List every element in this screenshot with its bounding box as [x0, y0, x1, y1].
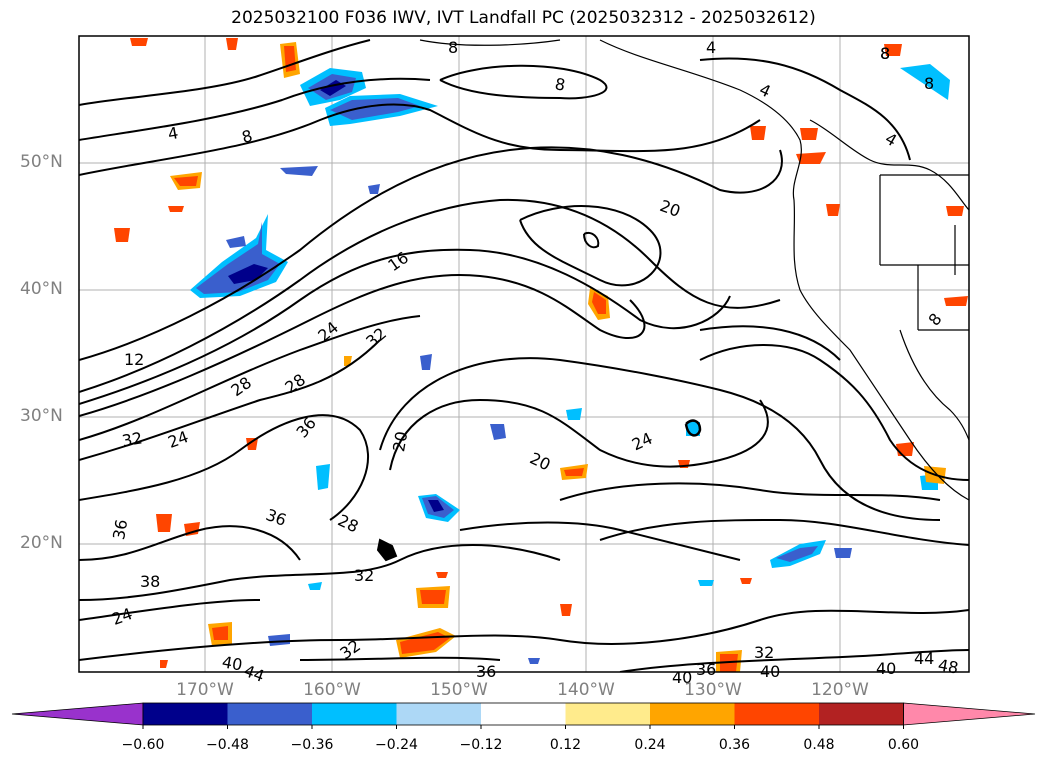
contour-label: 40 [876, 659, 897, 678]
colorbar-extend-high [903, 702, 1036, 726]
contour-label: 36 [476, 662, 497, 681]
colorbar-segment [396, 703, 481, 725]
contour-label: 36 [109, 517, 132, 542]
lon-label-170w: 170°W [176, 680, 234, 700]
colorbar-tick-label: −0.60 [121, 737, 165, 753]
lon-label-140w: 140°W [557, 680, 615, 700]
colorbar-segment [143, 703, 228, 725]
contour-label: 36 [696, 660, 717, 679]
lon-label-160w: 160°W [303, 680, 361, 700]
colorbar-tick-label: −0.36 [290, 737, 334, 753]
contour-label: 12 [124, 350, 145, 369]
lat-label-20n: 20°N [20, 533, 63, 553]
colorbar-tick-label: −0.12 [459, 737, 503, 753]
lon-label-130w: 130°W [684, 680, 742, 700]
colorbar-tick-label: 0.12 [549, 737, 582, 753]
colorbar-segment [819, 703, 904, 725]
colorbar-segment [650, 703, 735, 725]
figure-title: 2025032100 F036 IWV, IVT Landfall PC (20… [231, 8, 816, 28]
contour-label: 8 [880, 44, 891, 63]
contour-label: 40 [672, 668, 693, 687]
colorbar-segment [227, 703, 312, 725]
colorbar [11, 702, 1036, 729]
lon-label-120w: 120°W [811, 680, 869, 700]
colorbar-tick-label: −0.24 [375, 737, 418, 753]
contour-label: 38 [140, 572, 161, 591]
contour-label: 32 [354, 566, 375, 585]
lat-label-50n: 50°N [20, 152, 63, 172]
contour-label: 8 [448, 38, 459, 57]
colorbar-tick-label: 0.60 [887, 737, 920, 753]
colorbar-extend-low [11, 702, 144, 726]
contour-label: 8 [880, 44, 891, 63]
contour-label: 20 [389, 429, 412, 454]
negative-pc-patches [190, 64, 950, 664]
lat-label-40n: 40°N [20, 279, 63, 299]
colorbar-segment [312, 703, 397, 725]
coastline [419, 39, 969, 501]
colorbar-tick-label: 0.24 [634, 737, 666, 753]
lat-label-30n: 30°N [20, 406, 63, 426]
colorbar-tick-label: 0.36 [718, 737, 751, 753]
contour-label: 8 [924, 74, 935, 93]
colorbar-tick-label: −0.48 [206, 737, 249, 753]
contour-label: 4 [706, 38, 717, 57]
colorbar-segment [734, 703, 819, 725]
iwv-contours [79, 39, 969, 672]
contour-label: 44 [914, 649, 935, 668]
colorbar-outline [142, 702, 904, 726]
contour-label: 32 [754, 643, 775, 662]
lon-label-150w: 150°W [430, 680, 488, 700]
colorbar-segment [565, 703, 650, 725]
map-frame [78, 35, 970, 673]
contour-label: 40 [220, 652, 244, 675]
map-background [79, 36, 969, 672]
colorbar-segment [481, 703, 566, 725]
contour-label: 40 [760, 662, 781, 681]
contour-label: 48 [936, 655, 960, 678]
positive-pc-patches [114, 38, 968, 672]
colorbar-tick-label: 0.48 [803, 737, 835, 753]
contour-label: 32 [120, 428, 144, 451]
